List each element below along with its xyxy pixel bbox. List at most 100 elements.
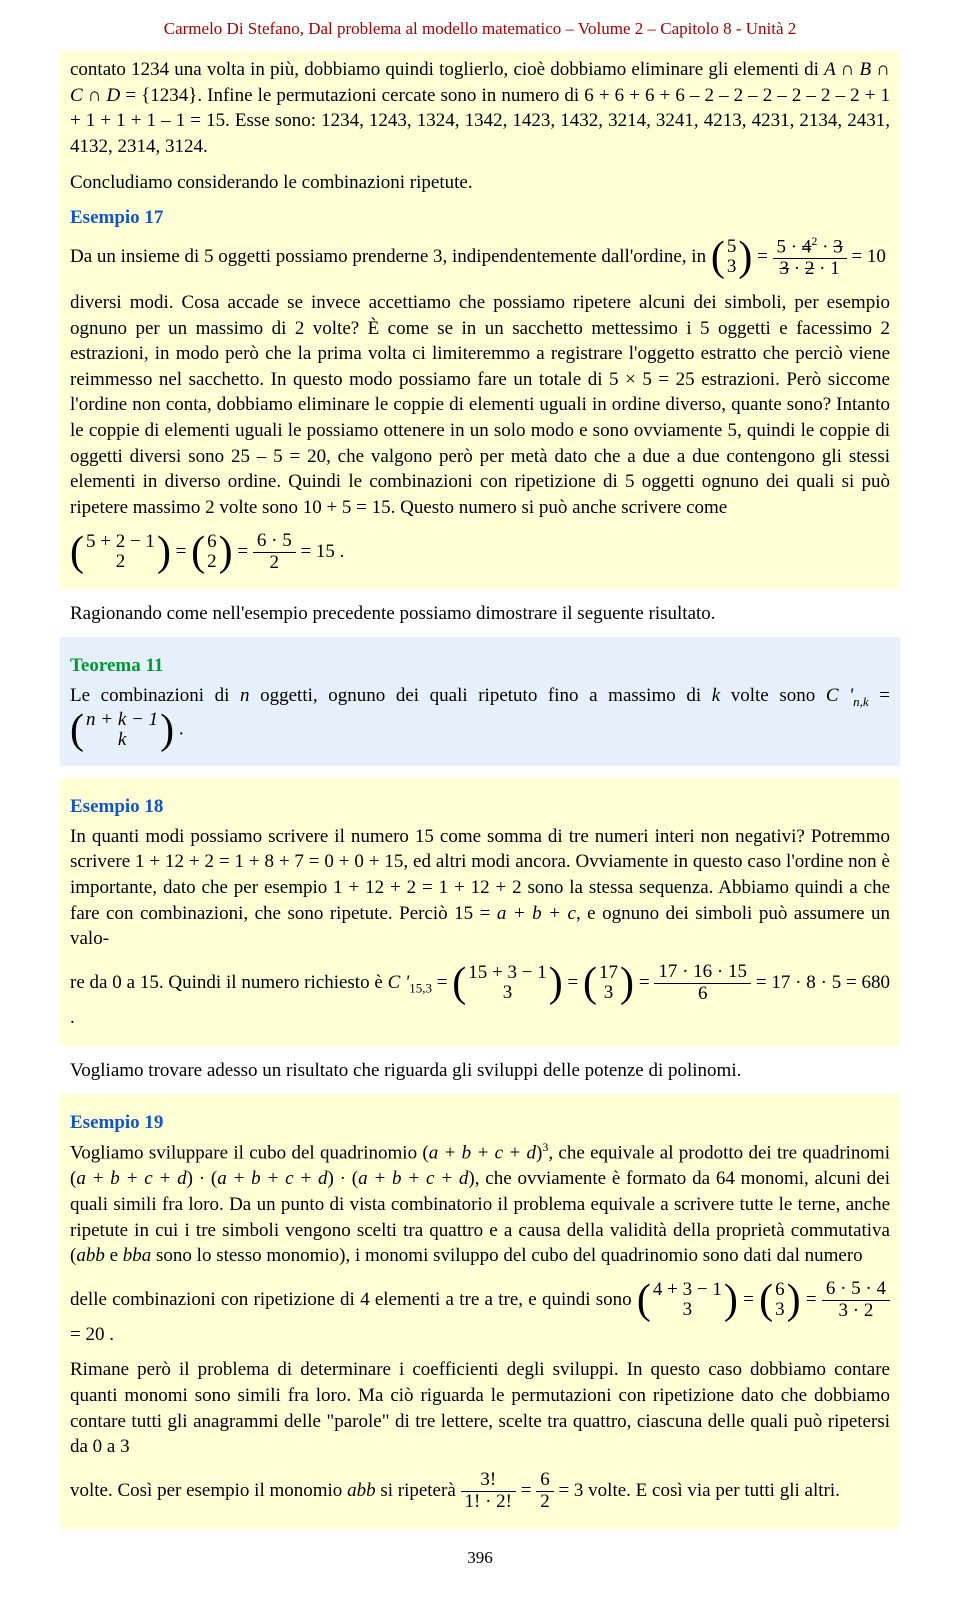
t: a + b + c + d [76, 1168, 186, 1189]
t: delle combinazioni con ripetizione di 4 … [70, 1289, 637, 1310]
n: 17 [599, 962, 618, 983]
n: 4 + 3 − 1 [653, 1279, 722, 1300]
n: 6 [207, 531, 217, 552]
t: = [432, 972, 452, 993]
t: contato 1234 una volta in più, dobbiamo … [70, 59, 824, 80]
frac-18: 17 · 16 · 15 6 [654, 962, 751, 1005]
ex17-title: Esempio 17 [70, 205, 890, 231]
ex19-p3: Rimane però il problema di determinare i… [70, 1357, 890, 1460]
n: 3 [604, 982, 614, 1003]
t: 3 [780, 258, 790, 279]
binom-5-3: (53) [711, 237, 753, 277]
t: 6 · 5 [253, 531, 296, 553]
t: abb [76, 1245, 105, 1266]
t: si ripeterà [376, 1480, 461, 1501]
t: C ' [388, 972, 410, 993]
frac-19b1: 3! 1! · 2! [461, 1470, 516, 1513]
binom-19a: (4 + 3 − 13) [637, 1280, 738, 1320]
ex19-box: Esempio 19 Vogliamo sviluppare il cubo d… [60, 1094, 900, 1529]
n: 5 [727, 236, 737, 257]
n: 5 + 2 − 1 [86, 531, 155, 552]
th11-body: Le combinazioni di n oggetti, ognuno dei… [70, 683, 890, 750]
ex19-title: Esempio 19 [70, 1110, 890, 1136]
t: 15,3 [409, 980, 432, 995]
binom-17b: (173) [583, 963, 634, 1003]
n: 6 [775, 1279, 785, 1300]
t: ) · ( [328, 1168, 359, 1189]
ex19-p2: delle combinazioni con ripetizione di 4 … [70, 1279, 890, 1347]
t: = 3 [558, 1480, 583, 1501]
t: re da 0 a 15. Quindi il numero richiesto… [70, 972, 388, 993]
t: ) · ( [187, 1168, 218, 1189]
t: volte sono [720, 685, 826, 706]
binom-6a: (5 + 2 − 12) [70, 532, 171, 572]
n: 2 [207, 551, 217, 572]
t: 3 [833, 236, 843, 257]
n: 15 + 3 − 1 [468, 962, 546, 983]
ex19-p4: volte. Così per esempio il monomio abb s… [70, 1470, 890, 1513]
th11-box: Teorema 11 Le combinazioni di n oggetti,… [60, 637, 900, 766]
n: 3 [727, 256, 737, 277]
t: volte. Così per esempio il monomio [70, 1480, 347, 1501]
page-number: 396 [70, 1547, 890, 1570]
t: abb [347, 1480, 376, 1501]
t: · 1 [814, 258, 839, 279]
t: a + b + c + d [429, 1143, 536, 1164]
t: 6 [654, 984, 751, 1005]
t: volte. E così via per tutti gli altri. [583, 1480, 839, 1501]
binom-17a: (15 + 3 − 13) [452, 963, 562, 1003]
ex18-p1: In quanti modi possiamo scrivere il nume… [70, 824, 890, 952]
t: 6 [536, 1470, 554, 1492]
frac-2: 6 · 5 2 [253, 531, 296, 574]
ex17-p1: Da un insieme di 5 oggetti possiamo pren… [70, 235, 890, 280]
n: n + k − 1 [86, 709, 158, 730]
t: Vogliamo sviluppare il cubo del quadrino… [70, 1143, 429, 1164]
t: 5 · [777, 236, 802, 257]
ex19-p1: Vogliamo sviluppare il cubo del quadrino… [70, 1139, 890, 1269]
intro-p2: Concludiamo considerando le combinazioni… [70, 170, 890, 196]
ex18-box: Esempio 18 In quanti modi possiamo scriv… [60, 778, 900, 1046]
vogliamo1: Vogliamo trovare adesso un risultato che… [70, 1058, 890, 1084]
t: 2 [811, 234, 817, 248]
binom-nk: (n + k − 1k) [70, 710, 174, 750]
ex17-p1b: diversi modi. Cosa accade se invece acce… [70, 290, 890, 521]
n: 3 [683, 1299, 693, 1320]
t: k [712, 685, 720, 706]
ex18-p2: re da 0 a 15. Quindi il numero richiesto… [70, 962, 890, 1030]
t: 1! · 2! [461, 1492, 516, 1513]
t: = 10 [851, 246, 885, 267]
t: n,k [853, 694, 869, 709]
t: Le combinazioni di [70, 685, 240, 706]
t: 2 [253, 553, 296, 574]
t: e [105, 1245, 123, 1266]
t: 6 · 5 · 4 [822, 1279, 890, 1301]
n: 2 [116, 551, 126, 572]
t: a + b + c + d [217, 1168, 327, 1189]
t: 3! [461, 1470, 516, 1492]
frac-19b2: 6 2 [536, 1470, 554, 1513]
t: 2 [536, 1492, 554, 1513]
t: . [174, 718, 184, 739]
n: 3 [503, 982, 513, 1003]
intro-box: contato 1234 una volta in più, dobbiamo … [60, 51, 900, 590]
t: 2 [805, 258, 815, 279]
t: bba [123, 1245, 152, 1266]
t: Da un insieme di 5 oggetti possiamo pren… [70, 246, 711, 267]
t: C ' [826, 685, 853, 706]
intro-p1: contato 1234 una volta in più, dobbiamo … [70, 57, 890, 160]
t: = 15 . [300, 540, 344, 561]
binom-19b: (63) [759, 1280, 801, 1320]
t: = [869, 685, 890, 706]
frac-19: 6 · 5 · 4 3 · 2 [822, 1279, 890, 1322]
t: oggetti, ognuno dei quali ripetuto fino … [250, 685, 712, 706]
t: 17 · 16 · 15 [654, 962, 751, 984]
binom-6b: (62) [191, 532, 233, 572]
book-header: Carmelo Di Stefano, Dal problema al mode… [70, 18, 890, 41]
t: = {1234}. Infine le permutazioni cercate… [70, 85, 890, 157]
t: 3 · 2 [822, 1301, 890, 1322]
frac-1: 5 · 42 · 3 3 · 2 · 1 [773, 235, 847, 280]
ex18-title: Esempio 18 [70, 794, 890, 820]
t: a + b + c [497, 903, 576, 924]
n: k [118, 729, 126, 750]
n: 3 [775, 1299, 785, 1320]
